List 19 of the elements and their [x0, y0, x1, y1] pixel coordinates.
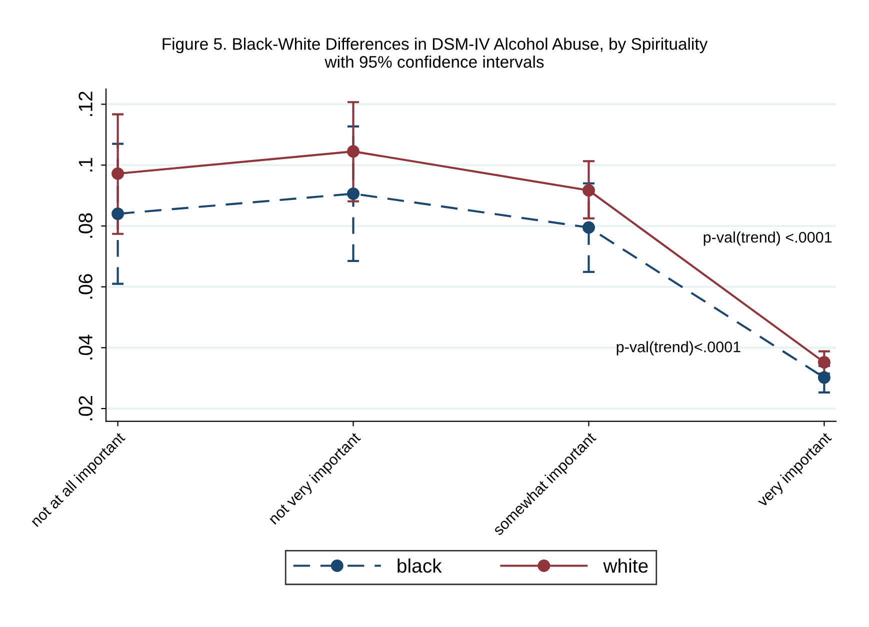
point — [818, 356, 830, 369]
point — [582, 184, 595, 197]
legend-label: black — [398, 558, 442, 573]
point — [347, 187, 360, 200]
point — [347, 145, 360, 158]
y-tick-label: .02 — [78, 396, 92, 420]
point — [112, 167, 124, 180]
point — [818, 371, 830, 384]
y-tick-label: .1 — [78, 158, 92, 172]
legend-label: white — [603, 558, 648, 573]
y-tick-label: .04 — [78, 334, 92, 360]
annotation: p-val(trend) <.0001 — [704, 231, 832, 246]
annotation: p-val(trend)<.0001 — [616, 341, 740, 356]
point — [582, 221, 595, 234]
y-tick-label: .12 — [78, 92, 92, 116]
y-tick-label: .06 — [78, 274, 92, 299]
point — [112, 208, 124, 220]
chart-title: Figure 5. Black-White Differences in DSM-IV Alcohol Abuse, by Spirituality with 95% confidence intervals — [162, 38, 708, 68]
y-tick-label: .08 — [78, 213, 92, 238]
